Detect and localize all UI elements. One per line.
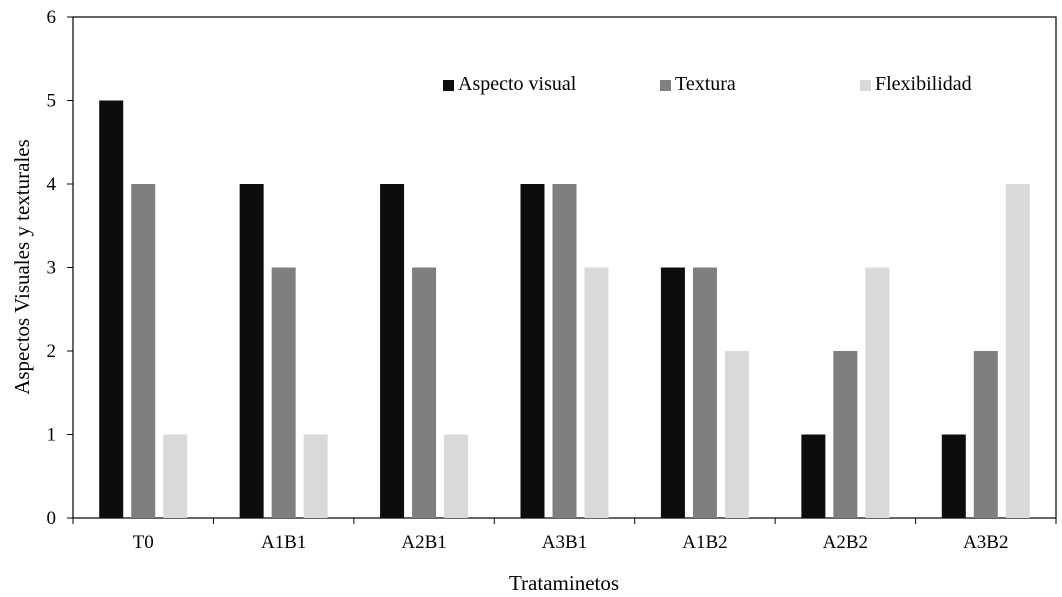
bar-t0-aspecto-visual (99, 100, 124, 518)
bar-a2b1-textura (412, 267, 437, 518)
legend-swatch-textura (660, 80, 671, 91)
bar-a3b2-textura (973, 351, 998, 518)
bar-t0-flexibilidad (163, 434, 188, 518)
y-tick-label: 5 (47, 91, 57, 112)
bar-a3b1-textura (552, 184, 577, 518)
y-tick-label: 6 (47, 7, 57, 28)
bar-a1b1-aspecto-visual (239, 184, 264, 518)
y-tick-label: 3 (47, 258, 57, 279)
bars-group (99, 100, 1030, 518)
x-tick-label: A2B2 (823, 532, 868, 553)
y-tick-label: 2 (47, 341, 57, 362)
bar-a3b1-aspecto-visual (520, 184, 545, 518)
x-tick-label: A3B2 (963, 532, 1008, 553)
legend-swatch-flexibilidad (860, 80, 871, 91)
legend: Aspecto visual Textura Flexibilidad (443, 73, 972, 95)
bar-a1b2-flexibilidad (724, 351, 749, 518)
y-axis-title: Aspectos Visuales y texturales (10, 139, 34, 395)
bar-a2b2-flexibilidad (865, 267, 890, 518)
bar-a1b2-aspecto-visual (660, 267, 685, 518)
bar-a1b2-textura (692, 267, 717, 518)
bar-t0-textura (131, 184, 156, 518)
x-tick-label: A1B1 (261, 532, 306, 553)
y-tick-label: 0 (47, 508, 57, 529)
bar-a3b1-flexibilidad (584, 267, 609, 518)
bar-a3b2-flexibilidad (1005, 184, 1030, 518)
legend-swatch-aspecto-visual (443, 80, 454, 91)
bar-a2b1-aspecto-visual (380, 184, 405, 518)
legend-label: Aspecto visual (458, 73, 577, 95)
bar-a1b1-textura (271, 267, 296, 518)
x-tick-label: T0 (133, 532, 154, 553)
legend-label: Flexibilidad (875, 73, 972, 95)
bar-a2b2-aspecto-visual (801, 434, 826, 518)
bar-a1b1-flexibilidad (303, 434, 328, 518)
y-tick-label: 1 (47, 425, 57, 446)
legend-label: Textura (675, 73, 736, 95)
y-tick-label: 4 (47, 174, 57, 195)
x-tick-label: A1B2 (682, 532, 727, 553)
bar-a3b2-aspecto-visual (941, 434, 966, 518)
bar-a2b1-flexibilidad (444, 434, 469, 518)
x-tick-label: A3B1 (542, 532, 587, 553)
bar-a2b2-textura (833, 351, 858, 518)
x-axis-ticks: T0 A1B1 A2B1 A3B1 A1B2 A2B2 A3B2 (72, 518, 1057, 553)
y-axis-ticks: 0 1 2 3 4 5 6 (47, 7, 73, 529)
x-axis-title: Trataminetos (509, 571, 619, 595)
x-tick-label: A2B1 (401, 532, 446, 553)
